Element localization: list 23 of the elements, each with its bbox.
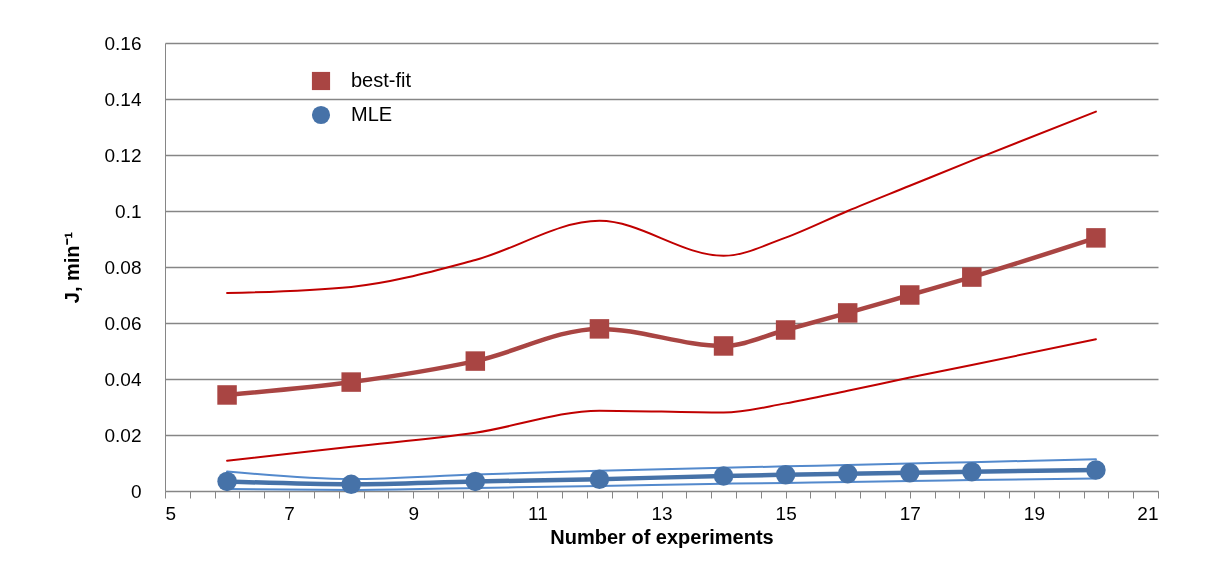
y-tick-label: 0	[130, 480, 142, 502]
x-axis-title: Number of experiments	[550, 525, 774, 548]
x-tick-label: 21	[1137, 502, 1159, 524]
y-tick-label: 0.06	[104, 312, 142, 334]
x-tick-label: 13	[651, 502, 673, 524]
x-tick-label: 19	[1023, 502, 1045, 524]
y-tick-label: 0.08	[104, 256, 142, 278]
x-tick-label: 15	[775, 502, 797, 524]
y-tick-label: 0.16	[104, 32, 142, 54]
y-axis-title: J, min⁻¹	[60, 231, 83, 304]
y-tick-label: 0.14	[104, 88, 142, 110]
legend-label: best-fit	[351, 69, 412, 91]
y-tick-label: 0.12	[104, 144, 142, 166]
y-tick-label: 0.02	[104, 424, 142, 446]
x-tick-label: 7	[284, 502, 295, 524]
y-tick-label: 0.04	[104, 368, 142, 390]
x-tick-label: 17	[899, 502, 921, 524]
x-tick-label: 5	[165, 502, 177, 524]
legend-label: MLE	[351, 103, 393, 125]
x-tick-label: 11	[528, 502, 548, 524]
y-tick-label: 0.1	[115, 200, 142, 222]
x-tick-label: 9	[408, 502, 420, 524]
line-series	[226, 338, 1097, 462]
